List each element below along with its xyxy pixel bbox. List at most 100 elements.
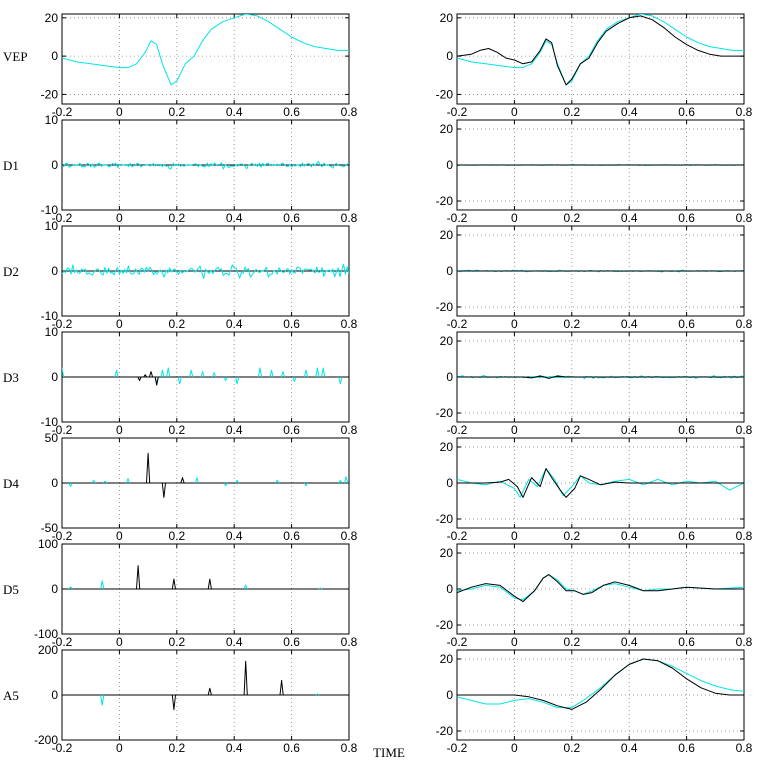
x-tick-label: 0.6 — [678, 423, 695, 437]
plot-frame — [456, 543, 745, 635]
y-tick-label: 20 — [440, 122, 454, 136]
x-tick-label: 0.4 — [226, 105, 243, 119]
x-axis-label: TIME — [373, 745, 405, 760]
y-tick-label: 0 — [446, 158, 453, 172]
x-tick-label: -0.2 — [52, 529, 73, 543]
series-group — [62, 660, 349, 711]
row-label: D1 — [3, 158, 19, 173]
series-group — [457, 574, 744, 603]
y-tick-label: 10 — [45, 113, 59, 127]
x-tick-label: 0.6 — [283, 635, 300, 649]
x-tick-label: 0.8 — [736, 211, 753, 225]
x-tick-label: 0.8 — [736, 105, 753, 119]
y-tick-label: -20 — [436, 618, 454, 632]
panel-r6-c1: -0.2 0 0.2 0.4 0.6 0.8 -20 0 20 — [436, 649, 753, 755]
x-tick-label: 0.2 — [563, 211, 580, 225]
panel-r5-c0: -0.2 0 0.2 0.4 0.6 0.8 -100 0 100 D5 — [3, 537, 358, 649]
x-tick-label: 0.2 — [168, 635, 185, 649]
panel-r0-c0: -0.2 0 0.2 0.4 0.6 0.8 -20 0 20 VEP — [3, 11, 358, 119]
x-tick-label: 0 — [511, 635, 518, 649]
x-tick-label: 0.6 — [283, 211, 300, 225]
x-tick-label: 0.4 — [226, 741, 243, 755]
y-tick-label: -20 — [436, 512, 454, 526]
series-1-trace — [457, 15, 744, 86]
y-tick-label: -200 — [34, 733, 58, 747]
x-tick-label: 0.6 — [283, 529, 300, 543]
x-tick-label: 0.6 — [678, 741, 695, 755]
y-tick-label: -10 — [41, 309, 59, 323]
x-tick-label: 0.8 — [341, 423, 358, 437]
x-tick-label: 0.4 — [621, 105, 638, 119]
series-group — [62, 263, 349, 279]
row-label: VEP — [3, 49, 28, 64]
x-tick-label: 0.4 — [226, 211, 243, 225]
x-tick-label: 0.2 — [168, 317, 185, 331]
x-tick-label: 0 — [511, 741, 518, 755]
x-tick-label: -0.2 — [52, 317, 73, 331]
x-tick-label: 0.2 — [563, 105, 580, 119]
x-tick-label: 0 — [116, 635, 123, 649]
x-tick-label: 0.2 — [168, 741, 185, 755]
x-tick-label: -0.2 — [52, 105, 73, 119]
x-tick-label: -0.2 — [447, 423, 468, 437]
y-tick-label: 20 — [440, 440, 454, 454]
row-label: D2 — [3, 264, 19, 279]
x-tick-label: -0.2 — [447, 105, 468, 119]
plot-frame — [61, 13, 350, 105]
x-tick-label: 0.8 — [341, 105, 358, 119]
series-0-trace — [62, 14, 349, 86]
y-tick-label: 0 — [446, 49, 453, 63]
x-tick-label: -0.2 — [447, 211, 468, 225]
x-tick-label: 0.2 — [168, 105, 185, 119]
x-tick-label: 0 — [116, 211, 123, 225]
y-tick-label: 0 — [51, 158, 58, 172]
panel-r2-c0: -0.2 0 0.2 0.4 0.6 0.8 -10 0 10 D2 — [3, 219, 358, 331]
y-tick-label: 200 — [38, 643, 58, 657]
panel-r1-c0: -0.2 0 0.2 0.4 0.6 0.8 -10 0 10 D1 — [3, 113, 358, 225]
y-tick-label: 20 — [440, 334, 454, 348]
x-tick-label: 0.2 — [563, 635, 580, 649]
x-tick-label: 0.2 — [168, 423, 185, 437]
y-tick-label: 0 — [51, 582, 58, 596]
y-tick-label: 0 — [446, 264, 453, 278]
series-group — [62, 14, 349, 86]
y-tick-label: -20 — [436, 194, 454, 208]
series-group — [457, 374, 744, 380]
x-tick-label: -0.2 — [447, 529, 468, 543]
y-tick-label: -20 — [41, 87, 59, 101]
x-tick-label: 0.4 — [621, 211, 638, 225]
x-tick-label: 0.2 — [563, 423, 580, 437]
x-tick-label: 0.4 — [621, 741, 638, 755]
x-tick-label: 0.2 — [563, 741, 580, 755]
x-tick-label: 0.6 — [678, 105, 695, 119]
y-tick-label: 20 — [440, 652, 454, 666]
series-1-trace — [136, 565, 212, 590]
series-group — [62, 452, 349, 498]
x-tick-label: 0.8 — [736, 423, 753, 437]
x-tick-label: 0.4 — [621, 317, 638, 331]
x-tick-label: 0.2 — [563, 317, 580, 331]
x-tick-label: 0.8 — [736, 529, 753, 543]
y-tick-label: -20 — [436, 300, 454, 314]
series-group — [457, 14, 744, 86]
y-tick-label: 20 — [440, 228, 454, 242]
y-tick-label: 0 — [446, 582, 453, 596]
y-tick-label: 0 — [446, 688, 453, 702]
y-tick-label: 100 — [38, 537, 58, 551]
x-tick-label: -0.2 — [52, 211, 73, 225]
series-1-trace — [171, 660, 284, 711]
x-tick-label: 0 — [116, 529, 123, 543]
y-tick-label: 0 — [51, 688, 58, 702]
series-1-trace — [457, 658, 744, 710]
series-0-trace — [100, 693, 320, 706]
x-tick-label: -0.2 — [447, 317, 468, 331]
plot-frame — [456, 13, 745, 105]
x-tick-label: 0 — [511, 423, 518, 437]
series-group — [457, 163, 744, 167]
x-tick-label: 0.6 — [283, 105, 300, 119]
x-tick-label: 0.8 — [736, 741, 753, 755]
series-1-trace — [457, 375, 744, 379]
row-label: D3 — [3, 370, 19, 385]
